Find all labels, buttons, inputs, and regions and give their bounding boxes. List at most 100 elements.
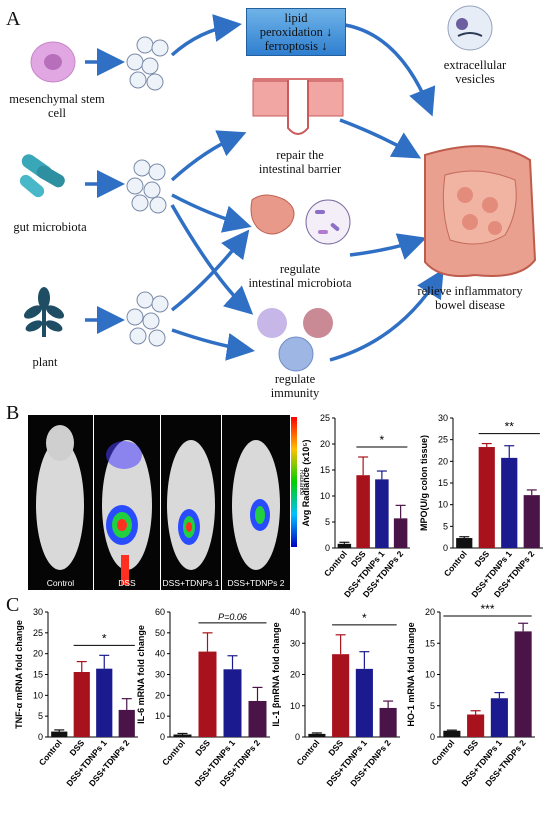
- y-tick-label: 5: [325, 517, 330, 527]
- microbiota-label: regulate intestinal microbiota: [230, 262, 370, 290]
- y-tick-label: 60: [155, 607, 165, 617]
- ivis-image-tdnps1: DSS+TDNPs 1: [161, 415, 221, 590]
- ivis-label-tdnps1: DSS+TDNPs 1: [162, 578, 220, 588]
- source-plant-label: plant: [32, 355, 58, 369]
- bar: [523, 495, 540, 548]
- significance-label: P=0.06: [218, 612, 247, 622]
- bar: [467, 714, 485, 737]
- y-tick-label: 20: [425, 607, 435, 617]
- ferro-line-1: lipid: [284, 11, 308, 25]
- ferro-line-3: ferroptosis ↓: [264, 39, 328, 53]
- bar: [514, 631, 532, 737]
- ivis-label-tdnps2: DSS+TDNPs 2: [227, 578, 285, 588]
- colorbar-label: Radiance: [298, 470, 304, 496]
- ivis-label-dss: DSS: [118, 578, 136, 588]
- bar: [356, 475, 370, 548]
- chart-4: 0 10 20 30 40 50 60 IL-6 mRNA fold change Contro…: [136, 607, 270, 788]
- bar: [337, 543, 352, 548]
- x-tick-label: DSS: [193, 738, 212, 758]
- x-tick-label: DSS: [461, 738, 480, 758]
- ivis-image-dss: DSS: [94, 415, 160, 590]
- bar: [96, 668, 113, 737]
- x-tick-label: Control: [37, 738, 64, 768]
- x-tick-label: Control: [160, 738, 187, 768]
- y-tick-label: 10: [33, 690, 43, 700]
- y-tick-label: 25: [33, 628, 43, 638]
- bacteria-icon: [19, 154, 65, 198]
- x-tick-label: DSS: [67, 738, 86, 758]
- y-tick-label: 0: [430, 732, 435, 742]
- source-msc-label: mesenchymal stem cell: [2, 92, 112, 120]
- bar: [51, 731, 68, 737]
- ivis-label-control: Control: [46, 578, 75, 588]
- y-tick-label: 5: [38, 711, 43, 721]
- y-axis-title: TNF-α mRNA fold change: [14, 620, 24, 729]
- x-tick-label: DSS+TDNPs 2: [492, 549, 537, 600]
- bar: [456, 538, 473, 548]
- bar: [198, 651, 217, 737]
- bar: [501, 457, 518, 548]
- significance-label: *: [102, 631, 107, 645]
- panel-letter-b: B: [6, 402, 20, 424]
- immunity-label: regulate immunity: [255, 372, 335, 400]
- y-axis-title: HO-1 mRNA fold change: [406, 622, 416, 726]
- barrier-label: repair the intestinal barrier: [240, 148, 360, 176]
- significance-label: *: [362, 611, 367, 625]
- microbiota-line-1: regulate: [279, 262, 321, 276]
- y-tick-label: 0: [325, 543, 330, 553]
- extracellular-vesicle-icon: [447, 5, 493, 51]
- bar: [332, 654, 350, 737]
- source-msc-text: mesenchymal stem cell: [9, 92, 105, 120]
- y-tick-label: 15: [425, 638, 435, 648]
- y-tick-label: 20: [33, 649, 43, 659]
- bar: [355, 668, 373, 737]
- y-tick-label: 10: [425, 670, 435, 680]
- y-tick-label: 15: [320, 465, 330, 475]
- y-tick-label: 40: [290, 607, 300, 617]
- bar: [223, 669, 242, 737]
- bar: [173, 734, 192, 737]
- barrier-line-1: repair the: [276, 148, 324, 162]
- y-tick-label: 20: [320, 439, 330, 449]
- panel-letter-a: A: [6, 8, 21, 30]
- msc-icon: [30, 41, 76, 83]
- x-tick-label: Control: [429, 738, 456, 768]
- panel-a-graphics: [19, 5, 537, 372]
- y-tick-label: 25: [438, 435, 448, 445]
- source-gut-label: gut microbiota: [13, 220, 87, 234]
- bar: [443, 730, 461, 737]
- x-tick-label: Control: [294, 738, 321, 768]
- y-tick-label: 10: [290, 701, 300, 711]
- y-tick-label: 25: [320, 413, 330, 423]
- microbiota-line-2: intestinal microbiota: [248, 276, 352, 290]
- y-tick-label: 10: [438, 500, 448, 510]
- x-tick-label: Control: [322, 549, 349, 579]
- y-tick-label: 50: [155, 628, 165, 638]
- vesicle-cluster-1: [126, 36, 169, 91]
- panel-letter-c: C: [6, 594, 20, 616]
- y-tick-label: 5: [430, 701, 435, 711]
- y-tick-label: 0: [443, 543, 448, 553]
- bar: [393, 518, 408, 548]
- ivis-image-control: Control: [28, 415, 93, 590]
- chart-3: 0 5 10 15 20 25 30 TNF-α mRNA fold change Contro…: [14, 607, 138, 788]
- x-tick-label: DSS: [326, 738, 345, 758]
- ev-label: extracellular vesicles: [425, 58, 525, 86]
- y-tick-label: 20: [438, 456, 448, 466]
- x-tick-label: DSS: [472, 549, 491, 569]
- y-tick-label: 30: [438, 413, 448, 423]
- immunity-line-1: regulate: [274, 372, 316, 386]
- y-tick-label: 20: [155, 690, 165, 700]
- outcome-line-1: relieve inflammatory: [417, 284, 523, 298]
- immune-cells-icon: [257, 308, 333, 372]
- bar: [375, 479, 389, 548]
- bar: [490, 698, 508, 737]
- colorbar: [291, 417, 297, 547]
- ivis-image-tdnps2: DSS+TDNPs 2: [222, 415, 290, 590]
- ferroptosis-box: lipid peroxidation ↓ ferroptosis ↓: [246, 8, 346, 56]
- y-tick-label: 10: [320, 491, 330, 501]
- villi-icon: [252, 78, 344, 135]
- bar: [118, 709, 135, 737]
- y-tick-label: 15: [438, 478, 448, 488]
